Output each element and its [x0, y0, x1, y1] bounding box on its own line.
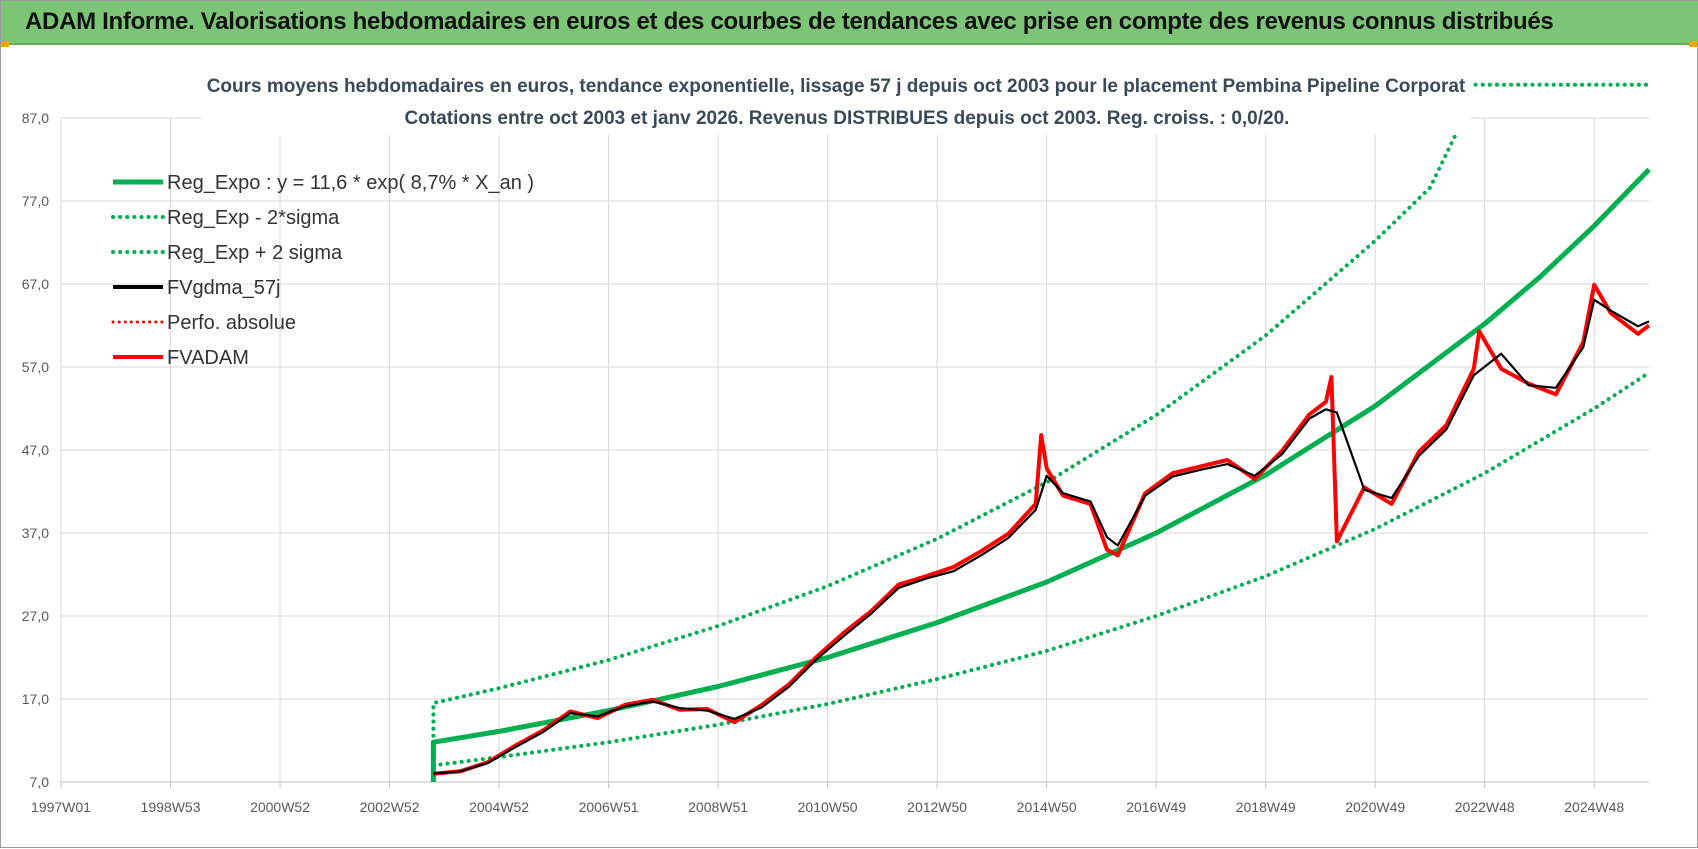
x-tick-label: 2024W48 [1564, 799, 1624, 815]
axes-layer: 87,0 77,0 67,0 57,0 47,0 37,0 27,0 17,0 7,0 1997W… [22, 110, 1649, 815]
fvgdma-57j-line [433, 298, 1650, 775]
x-tick-label: 2008W51 [688, 799, 748, 815]
legend-label: Reg_Expo : y = 11,6 * exp( 8,7% * X_an ) [167, 172, 534, 194]
x-tick-label: 2004W52 [469, 799, 529, 815]
x-tick-label: 2018W49 [1236, 799, 1296, 815]
x-tick-label: 2014W50 [1017, 799, 1077, 815]
x-tick-label: 2000W52 [250, 799, 310, 815]
chart-subtitle: Cotations entre oct 2003 et janv 2026. R… [405, 108, 1290, 129]
corner-marker-right [1689, 41, 1697, 47]
y-tick-label: 77,0 [22, 193, 49, 209]
legend-label: Reg_Exp + 2 sigma [167, 242, 343, 264]
y-tick-label: 87,0 [22, 110, 49, 126]
x-tick-label: 1997W01 [31, 799, 91, 815]
y-tick-label: 47,0 [22, 442, 49, 458]
fvadam-line [433, 282, 1651, 776]
report-title: ADAM Informe. Valorisations hebdomadaire… [25, 8, 1554, 35]
legend-label: Perfo. absolue [167, 312, 296, 334]
header-banner: ADAM Informe. Valorisations hebdomadaire… [1, 1, 1698, 45]
x-tick-label: 2006W51 [579, 799, 639, 815]
x-tick-label: 2020W49 [1345, 799, 1405, 815]
y-tick-label: 7,0 [30, 774, 50, 790]
x-tick-label: 1998W53 [141, 799, 201, 815]
reg-plus-2sigma-line [431, 82, 1651, 760]
x-tick-label: 2002W52 [360, 799, 420, 815]
chart-title: Cours moyens hebdomadaires en euros, ten… [207, 76, 1466, 97]
series-layer [430, 82, 1651, 782]
x-tick-label: 2012W50 [907, 799, 967, 815]
x-tick-label: 2022W48 [1455, 799, 1515, 815]
legend-label: FVgdma_57j [167, 277, 280, 299]
y-tick-label: 67,0 [22, 276, 49, 292]
y-tick-label: 17,0 [22, 691, 49, 707]
corner-marker-left [1, 41, 9, 47]
legend-label: FVADAM [167, 347, 249, 369]
chart-title-background [201, 65, 1471, 135]
title-layer: Cours moyens hebdomadaires en euros, ten… [201, 65, 1471, 135]
x-tick-label: 2016W49 [1126, 799, 1186, 815]
y-tick-label: 57,0 [22, 359, 49, 375]
reg-expo-line [430, 167, 1651, 782]
y-tick-label: 27,0 [22, 608, 49, 624]
x-tick-label: 2010W50 [798, 799, 858, 815]
legend: Reg_Expo : y = 11,6 * exp( 8,7% * X_an )… [111, 172, 534, 369]
y-tick-label: 37,0 [22, 525, 49, 541]
grid-layer [60, 117, 1649, 783]
reg-minus-2sigma-line [431, 370, 1651, 768]
legend-label: Reg_Exp - 2*sigma [167, 207, 340, 229]
